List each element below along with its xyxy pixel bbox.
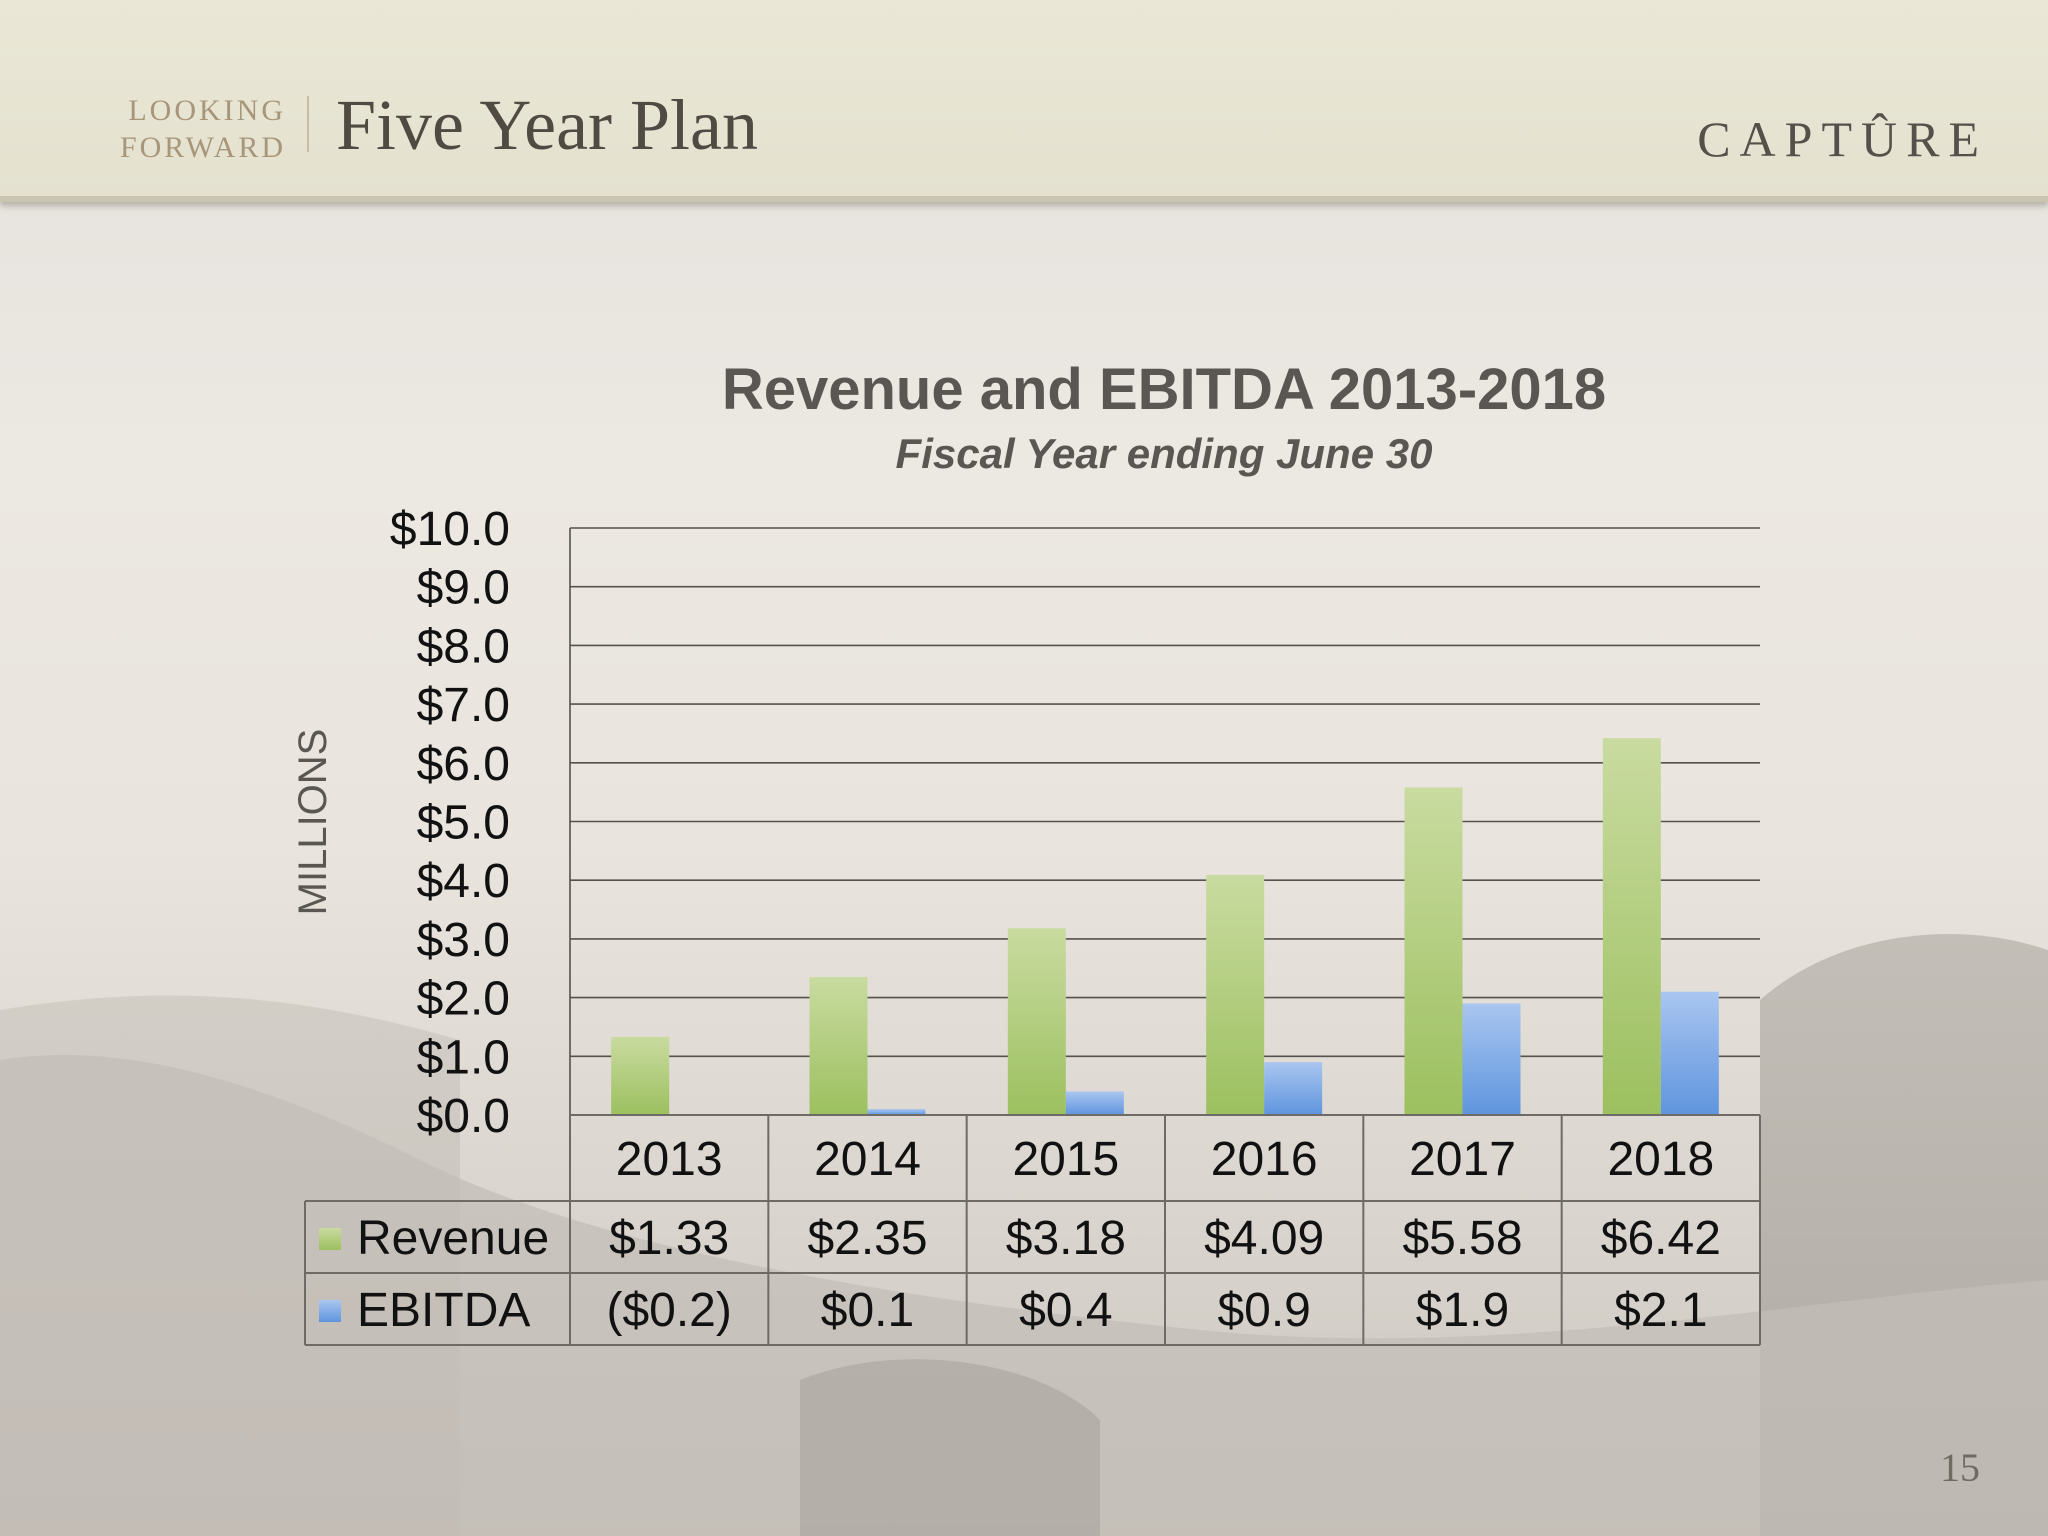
bar-revenue [611,1036,670,1115]
page-title: Five Year Plan [336,85,759,165]
x-tick-label: 2018 [1607,1133,1714,1186]
data-label-revenue: $3.18 [1006,1212,1126,1265]
y-tick-label: $8.0 [417,620,510,673]
legend-label-revenue: Revenue [357,1212,549,1265]
bar-ebitda [1065,1091,1124,1115]
y-axis-label: MILLIONS [291,729,335,916]
section-kicker: LOOKING FORWARD [104,92,286,166]
data-label-revenue: $2.35 [807,1212,927,1265]
data-label-ebitda: ($0.2) [606,1284,731,1337]
data-label-revenue: $5.58 [1402,1212,1522,1265]
legend-label-ebitda: EBITDA [357,1284,530,1337]
bar-ebitda [1264,1062,1323,1115]
data-label-ebitda: $2.1 [1614,1284,1707,1337]
x-tick-label: 2014 [814,1133,921,1186]
y-tick-label: $1.0 [417,1031,510,1084]
legend-key-ebitda [319,1300,341,1322]
y-tick-label: $6.0 [417,738,510,791]
data-label-revenue: $4.09 [1204,1212,1324,1265]
bar-revenue [1206,874,1265,1115]
x-tick-label: 2017 [1409,1133,1516,1186]
data-label-revenue: $6.42 [1601,1212,1721,1265]
bar-ebitda [1660,991,1719,1115]
bar-revenue [1602,738,1661,1115]
y-tick-label: $7.0 [417,679,510,732]
slide-header [0,0,2048,200]
bar-revenue [1007,928,1066,1115]
y-tick-label: $10.0 [390,503,510,556]
data-label-revenue: $1.33 [609,1212,729,1265]
kicker-line-1: LOOKING [128,94,286,127]
brand-logo: CAPTÛRE [1697,111,1988,167]
header-rule [0,196,2048,202]
bar-ebitda [1462,1003,1521,1115]
y-tick-label: $3.0 [417,914,510,967]
y-tick-label: $4.0 [417,855,510,908]
data-label-ebitda: $0.4 [1019,1284,1112,1337]
legend-key-revenue [319,1228,341,1250]
bar-revenue [809,977,868,1115]
bar-revenue [1404,787,1463,1115]
data-label-ebitda: $0.9 [1217,1284,1310,1337]
x-tick-label: 2016 [1211,1133,1318,1186]
data-label-ebitda: $0.1 [821,1284,914,1337]
y-tick-label: $0.0 [417,1090,510,1143]
page-number: 15 [1940,1445,1980,1490]
chart-title: Revenue and EBITDA 2013-2018 [721,357,1607,422]
kicker-divider [307,96,309,152]
x-tick-label: 2013 [616,1133,723,1186]
bar-ebitda [867,1109,926,1115]
y-tick-label: $9.0 [417,562,510,615]
kicker-line-2: FORWARD [119,131,286,164]
x-tick-label: 2015 [1012,1133,1119,1186]
y-tick-label: $5.0 [417,797,510,850]
data-label-ebitda: $1.9 [1416,1284,1509,1337]
chart-subtitle: Fiscal Year ending June 30 [895,430,1433,477]
y-tick-label: $2.0 [417,973,510,1026]
